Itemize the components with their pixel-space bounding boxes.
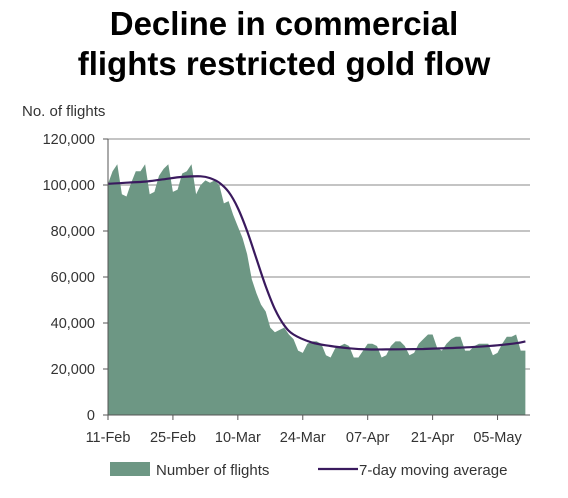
x-tick-label: 10-Mar xyxy=(215,430,261,446)
y-tick-label: 20,000 xyxy=(51,362,95,378)
moving-average-line xyxy=(107,175,526,351)
flights-area-series xyxy=(108,164,526,415)
legend-label-moving-average: 7-day moving average xyxy=(359,462,507,479)
y-tick-label: 60,000 xyxy=(51,270,95,286)
y-tick-label: 40,000 xyxy=(51,316,95,332)
chart-title: Decline in commercial flights restricted… xyxy=(0,4,568,84)
x-tick-label: 25-Feb xyxy=(150,430,196,446)
y-axis-label: No. of flights xyxy=(22,103,106,120)
y-tick-label: 80,000 xyxy=(51,224,95,240)
chart-title-line-2: flights restricted gold flow xyxy=(77,45,491,82)
x-tick-label: 24-Mar xyxy=(280,430,326,446)
x-tick-label: 21-Apr xyxy=(411,430,455,446)
y-tick-label: 0 xyxy=(87,408,95,424)
y-tick-label: 120,000 xyxy=(43,132,95,148)
y-tick-label: 100,000 xyxy=(43,178,95,194)
legend-swatch-area xyxy=(110,462,150,476)
x-tick-label: 11-Feb xyxy=(86,430,131,446)
x-tick-label: 07-Apr xyxy=(346,430,390,446)
x-tick-label: 05-May xyxy=(473,430,522,446)
legend-label-flights: Number of flights xyxy=(156,462,269,479)
chart-title-line-1: Decline in commercial xyxy=(109,5,459,42)
